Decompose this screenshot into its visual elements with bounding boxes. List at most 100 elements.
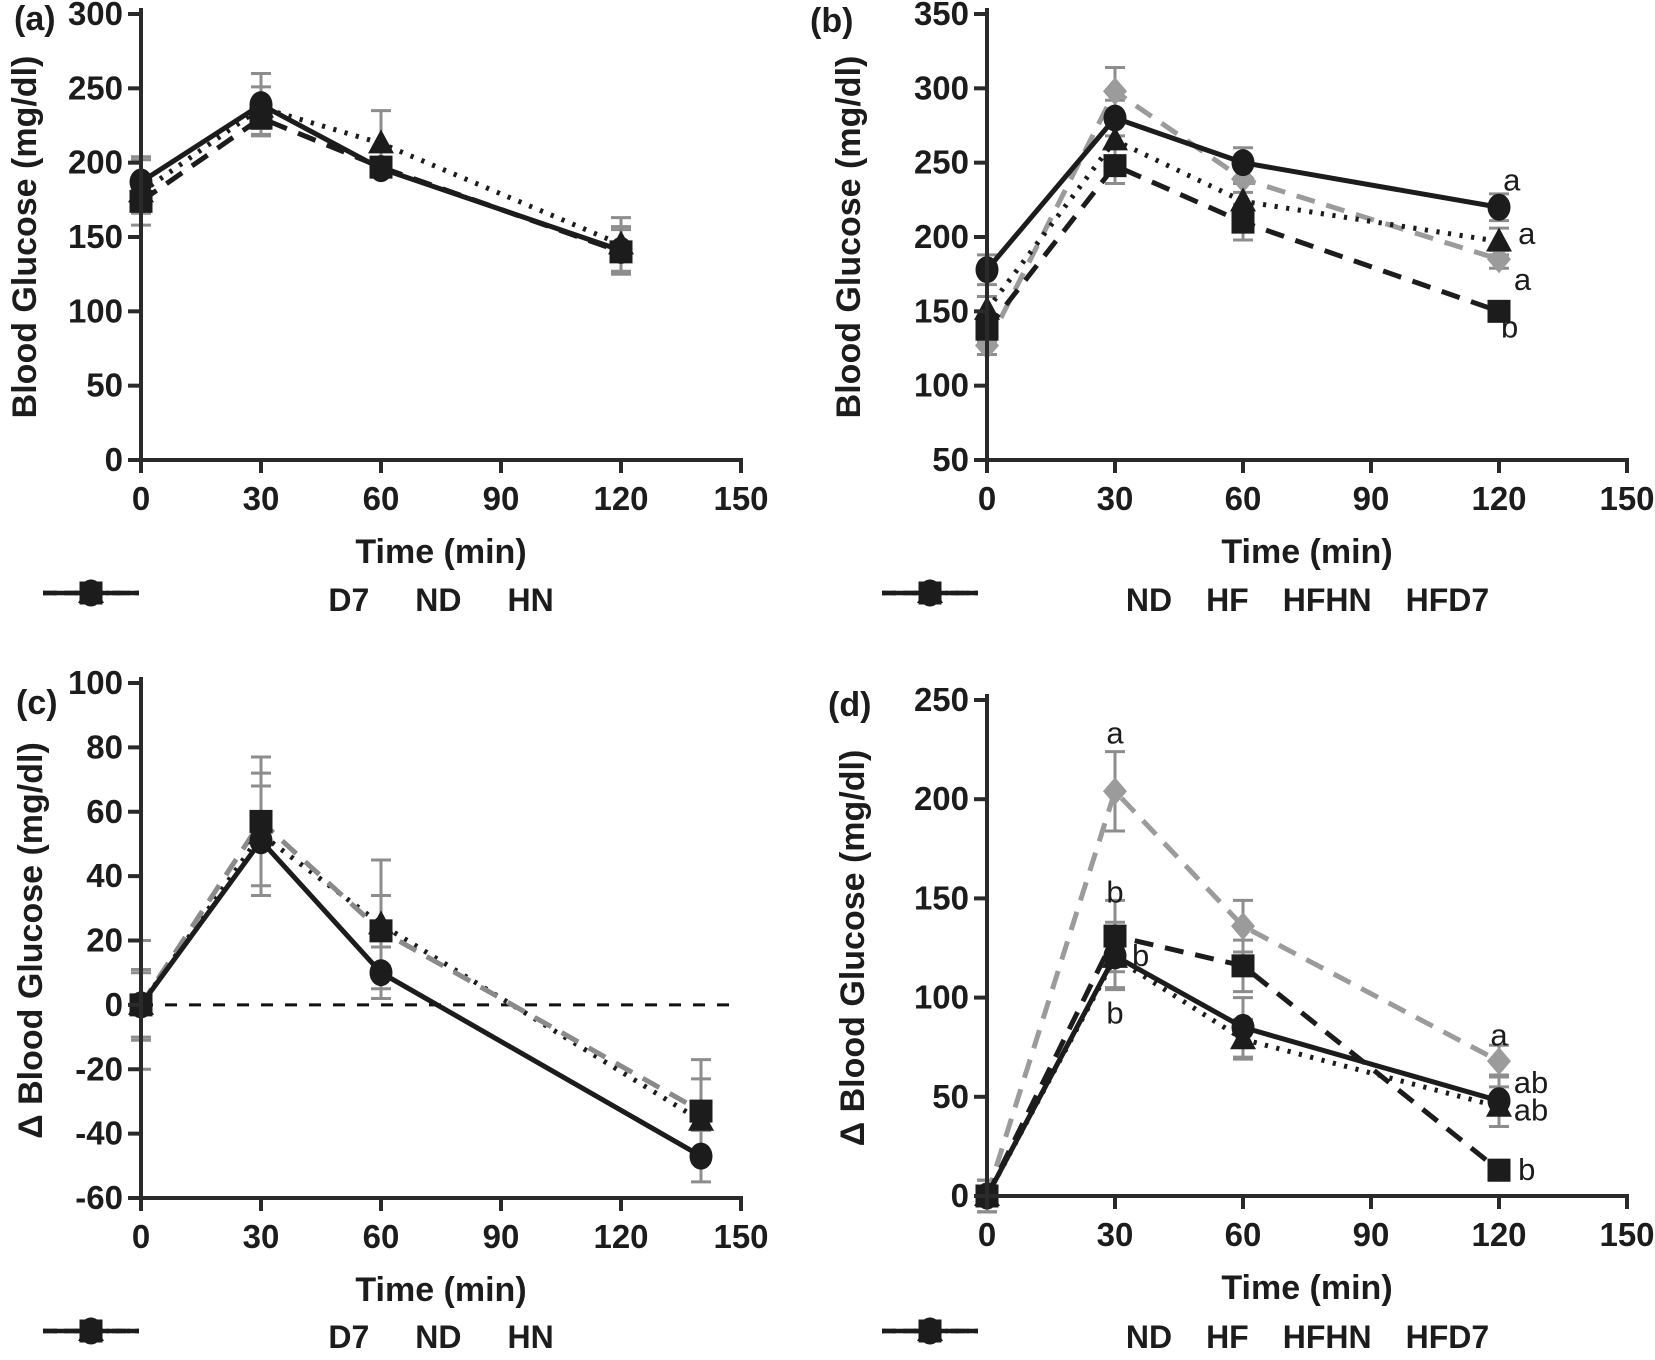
y-tick-label: 200 <box>914 218 969 255</box>
axis-title-x: Time (min) <box>1221 1269 1392 1307</box>
chart-b: 350 300 250 200 150 100 500 30 60 90 120 150 Time (m… <box>830 0 1655 571</box>
annotation-letter: b <box>1132 938 1149 973</box>
y-tick-label: 100 <box>68 292 123 329</box>
x-tick-label: 30 <box>1097 480 1134 517</box>
axis-title-y: Δ Blood Glucose (mg/dl) <box>834 750 872 1147</box>
axis-title-x: Time (min) <box>1221 533 1392 571</box>
x-tick-label: 60 <box>1225 1216 1262 1253</box>
annotation-letter: a <box>1490 1017 1508 1052</box>
legend-label-HF: HF <box>1206 1318 1249 1355</box>
marker-HN <box>689 1142 713 1170</box>
annotation-letter: ab <box>1514 1065 1548 1100</box>
legend-marker-HFD7 <box>917 579 943 603</box>
x-tick-label: 30 <box>1097 1216 1134 1253</box>
series-line-HF <box>984 788 1501 1197</box>
legend-item-ND: ND <box>43 581 462 619</box>
x-tick-label: 90 <box>1353 1216 1390 1253</box>
marker-HF <box>1487 1047 1511 1076</box>
panel-b: (b) 350 300 250 200 150 100 50 0 30 60 90 120 150 Tim… <box>800 0 1655 640</box>
y-tick-label: 0 <box>105 986 123 1023</box>
chart-a: 300 250 200 150 100 50 00 30 60 90 120 150 Time (min… <box>6 0 769 571</box>
marker-ND <box>1487 299 1511 323</box>
triangle-line-sample-icon <box>882 579 978 603</box>
marker-HF <box>1487 245 1511 274</box>
legend-label-ND: ND <box>415 581 462 618</box>
x-tick-label: 60 <box>363 1218 400 1255</box>
panel-label-a: (a) <box>14 0 56 38</box>
legend-label-HN: HN <box>507 581 554 618</box>
marker-HFHN <box>1231 1013 1255 1041</box>
annotation-letter: ab <box>1514 1093 1548 1128</box>
legend-label-ND: ND <box>415 1318 462 1355</box>
annotation-letter: b <box>1501 310 1518 345</box>
marker-HFHN <box>1231 149 1255 177</box>
y-tick-label: 100 <box>914 367 969 404</box>
legend-item-HF: HF <box>882 1317 1249 1356</box>
marker-HN <box>249 91 273 119</box>
y-tick-label: 300 <box>68 0 123 32</box>
x-tick-label: 30 <box>243 480 280 517</box>
marker-HFHN <box>1103 942 1127 970</box>
axis-title-y: Blood Glucose (mg/dl) <box>6 56 44 419</box>
x-tick-label: 120 <box>1471 480 1526 517</box>
marker-ND <box>1231 954 1255 978</box>
marker-HFHN <box>1487 193 1511 221</box>
y-tick-label: -60 <box>75 1179 123 1216</box>
legend-item-HFHN: HFHN <box>882 1317 1372 1356</box>
annotation-letter: a <box>1106 716 1124 751</box>
marker-HFHN <box>1103 104 1127 132</box>
y-tick-label: 40 <box>86 857 123 894</box>
x-tick-label: 30 <box>243 1218 280 1255</box>
legend-item-ND: ND <box>882 1318 1173 1356</box>
chart-d: 250 200 150 100 50 00 30 60 90 120 150 Time (min) Δ … <box>834 681 1655 1307</box>
y-tick-label: 300 <box>914 69 969 106</box>
x-tick-label: 60 <box>363 480 400 517</box>
legend-label-HN: HN <box>507 1318 554 1355</box>
y-tick-label: 0 <box>105 441 123 478</box>
y-tick-label: 200 <box>68 144 123 181</box>
x-tick-label: 60 <box>1225 480 1262 517</box>
y-tick-label: 150 <box>68 218 123 255</box>
legend-marker-HFD7 <box>917 1317 943 1341</box>
x-tick-label: 0 <box>132 1218 150 1255</box>
marker-D7 <box>368 129 394 154</box>
axis-title-y: Δ Blood Glucose (mg/dl) <box>12 742 50 1139</box>
triangle-line-sample-icon <box>882 1317 978 1341</box>
series-line-ND <box>985 163 1500 331</box>
marker-HF <box>1103 777 1127 806</box>
y-tick-label: 250 <box>68 69 123 106</box>
x-tick-label: 150 <box>713 480 768 517</box>
legend-item-HN: HN <box>43 1317 554 1356</box>
marker-ND <box>249 809 273 833</box>
marker-ND <box>1103 924 1127 948</box>
marker-ND <box>689 1099 713 1123</box>
y-tick-label: 100 <box>914 979 969 1016</box>
legend-label-HF: HF <box>1206 581 1249 618</box>
legend-c: D7 ND HN <box>41 1316 841 1358</box>
y-tick-label: 60 <box>86 793 123 830</box>
x-tick-label: 0 <box>132 480 150 517</box>
marker-ND <box>1103 154 1127 178</box>
legend-a: D7 ND HN <box>41 578 841 622</box>
legend-d: ND HF HFHN HFD7 <box>880 1316 1655 1358</box>
x-tick-label: 90 <box>483 1218 520 1255</box>
y-tick-label: -40 <box>75 1115 123 1152</box>
legend-label-ND: ND <box>1125 1318 1173 1355</box>
marker-HFD7 <box>1230 187 1256 212</box>
y-tick-label: 350 <box>914 0 969 32</box>
y-tick-label: 50 <box>932 441 969 478</box>
annotation-letter: a <box>1503 163 1521 198</box>
series-line-HFD7 <box>985 137 1500 312</box>
series-line-HFHN <box>984 953 1500 1198</box>
panel-a: (a) 300 250 200 150 100 50 0 0 30 60 90 120 150 Time … <box>0 0 800 640</box>
marker-HN <box>249 827 273 855</box>
x-tick-label: 90 <box>1353 480 1390 517</box>
marker-HFD7 <box>1486 227 1512 252</box>
y-tick-label: 50 <box>932 1078 969 1115</box>
y-tick-label: 0 <box>951 1177 969 1214</box>
y-tick-label: 150 <box>914 879 969 916</box>
series-line-HN <box>138 838 703 1159</box>
legend-label-D7: D7 <box>328 581 370 618</box>
legend-label-HFHN: HFHN <box>1282 1318 1372 1355</box>
